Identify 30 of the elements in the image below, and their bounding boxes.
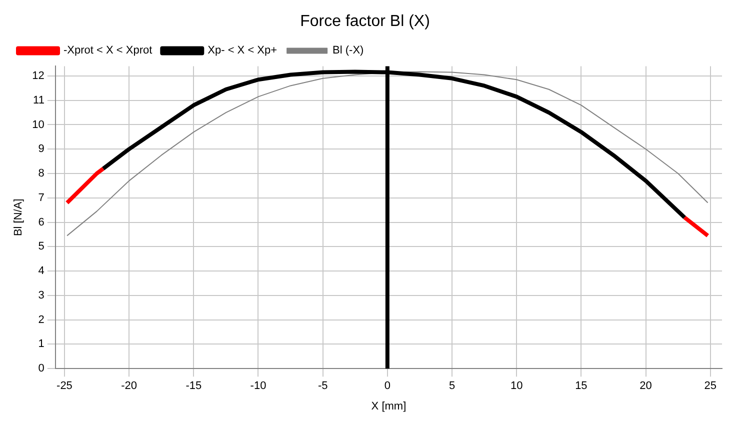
x-tick-label: 20 [640, 380, 652, 392]
legend-label: Xp- < X < Xp+ [208, 44, 278, 57]
x-tick-label: -15 [186, 380, 202, 392]
y-tick-label: 8 [38, 168, 44, 180]
y-tick-label: 7 [38, 192, 44, 204]
y-tick-label: 3 [38, 289, 44, 302]
x-tick-label: -20 [121, 380, 138, 392]
x-tick-label: 10 [510, 380, 523, 392]
chart-title: Force factor Bl (X) [300, 13, 430, 30]
legend-label: -Xprot < X < Xprot [64, 44, 152, 57]
y-tick-label: 1 [38, 338, 44, 350]
x-tick-label: -10 [250, 380, 266, 392]
x-tick-label: 0 [384, 380, 390, 392]
y-tick-label: 9 [38, 143, 44, 156]
y-tick-label: 10 [32, 118, 44, 131]
y-tick-label: 2 [38, 314, 44, 326]
y-tick-label: 11 [33, 94, 44, 106]
x-tick-label: 5 [448, 380, 456, 392]
x-axis-title: X [mm] [371, 400, 406, 412]
x-tick-label: 15 [575, 380, 588, 392]
y-tick-label: 5 [38, 240, 44, 253]
y-tick-label: 4 [38, 265, 44, 278]
y-axis-title: Bl [N/A] [12, 198, 25, 236]
legend-label: Bl (-X) [332, 44, 364, 57]
x-tick-label: -5 [318, 380, 328, 392]
y-tick-label: 0 [38, 362, 44, 375]
x-tick-label: -25 [56, 380, 72, 392]
y-tick-label: 12 [32, 70, 44, 82]
x-tick-label: 25 [704, 380, 716, 392]
y-tick-label: 6 [38, 216, 44, 228]
